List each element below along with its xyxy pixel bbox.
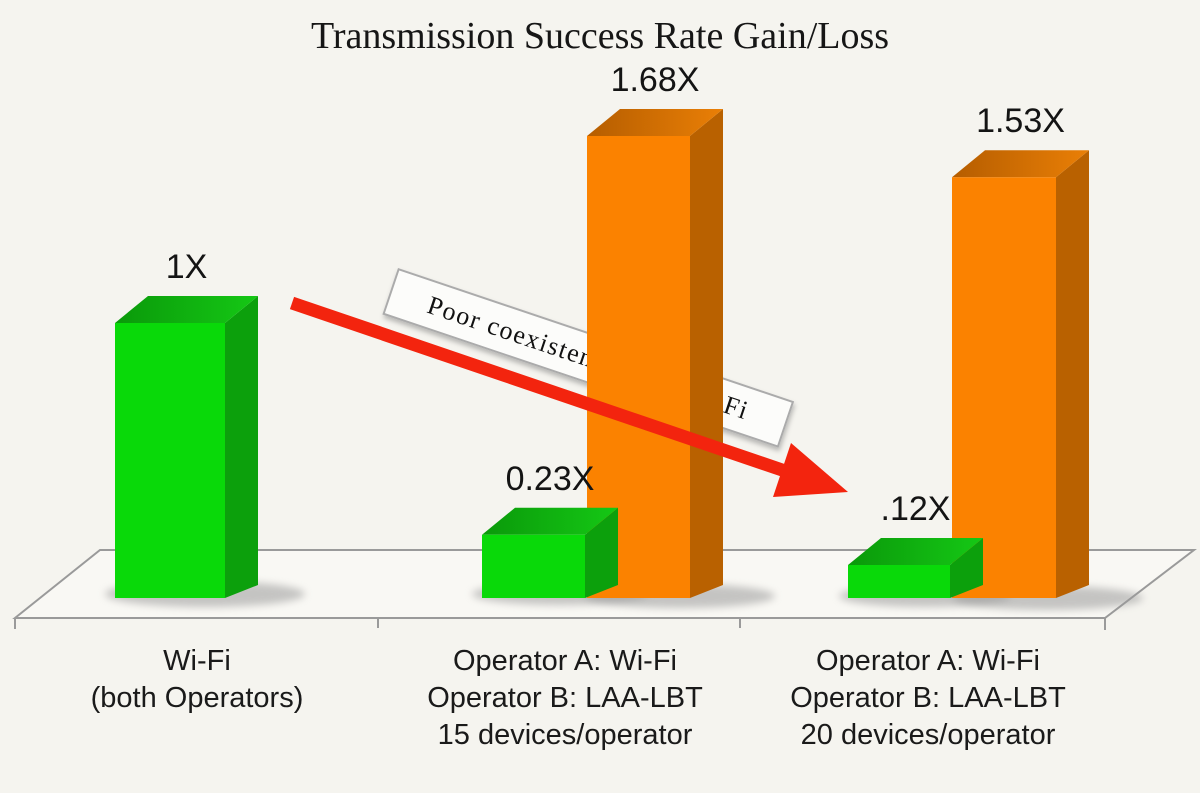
bar-wi-fi-group1-side — [585, 507, 618, 598]
bar-laa-lbt-group2-top — [952, 150, 1089, 178]
bar-laa-lbt-group1-top — [587, 109, 723, 136]
bar-laa-lbt-group2-front — [952, 177, 1056, 598]
bar-wi-fi-group2-front — [848, 565, 950, 598]
category-line: Operator B: LAA-LBT — [790, 682, 1066, 714]
category-label-15-devices: Operator A: Wi-Fi Operator B: LAA-LBT 15… — [427, 643, 703, 754]
category-line: Operator B: LAA-LBT — [427, 682, 703, 714]
category-line: Wi-Fi — [163, 645, 231, 677]
bar-shadow — [953, 586, 1143, 610]
simulation-assumptions-footnote: Simulation Assumptions: Full buffer traf… — [38, 749, 1093, 793]
floor-plane — [12, 549, 1197, 619]
bar-wi-fi-group2-top — [848, 538, 983, 565]
bar-laa-lbt-group1-side — [690, 109, 723, 598]
value-label-153x: 1.53X — [976, 102, 1065, 141]
category-line: 15 devices/operator — [437, 719, 693, 751]
bar-shadow — [839, 585, 1011, 607]
category-label-20-devices: Operator A: Wi-Fi Operator B: LAA-LBT 20… — [790, 643, 1066, 754]
category-line: (both Operators) — [90, 682, 304, 714]
bar-wi-fi-group0-front — [115, 323, 225, 598]
value-label-168x: 1.68X — [610, 61, 700, 99]
coexistence-callout: Poor coexistence with Wi-Fi — [382, 268, 795, 448]
value-label-12x: .12X — [880, 490, 951, 528]
coexistence-callout-text: Poor coexistence with Wi-Fi — [424, 289, 753, 425]
bar-shadow — [585, 584, 775, 608]
chart-title: Transmission Success Rate Gain/Loss — [310, 15, 890, 57]
category-line: 20 devices/operator — [800, 719, 1056, 751]
bar-shadow — [105, 581, 305, 607]
bar-shadow — [472, 583, 648, 605]
bar-wi-fi-group1-top — [482, 507, 618, 535]
category-line: Operator A: Wi-Fi — [816, 645, 1040, 677]
bar-laa-lbt-group2-side — [1056, 150, 1089, 598]
bar-wi-fi-group0-top — [115, 296, 258, 323]
value-label-023x: 0.23X — [505, 459, 595, 498]
category-label-wifi-both: Wi-Fi (both Operators) — [91, 643, 304, 717]
poor-coexistence-arrow-head — [773, 443, 848, 497]
bar-wi-fi-group2-side — [950, 538, 983, 598]
category-line: Operator A: Wi-Fi — [453, 645, 677, 677]
bar-wi-fi-group0-side — [225, 296, 258, 598]
bar-wi-fi-group1-front — [482, 534, 585, 598]
value-label-1x: 1X — [165, 248, 208, 286]
